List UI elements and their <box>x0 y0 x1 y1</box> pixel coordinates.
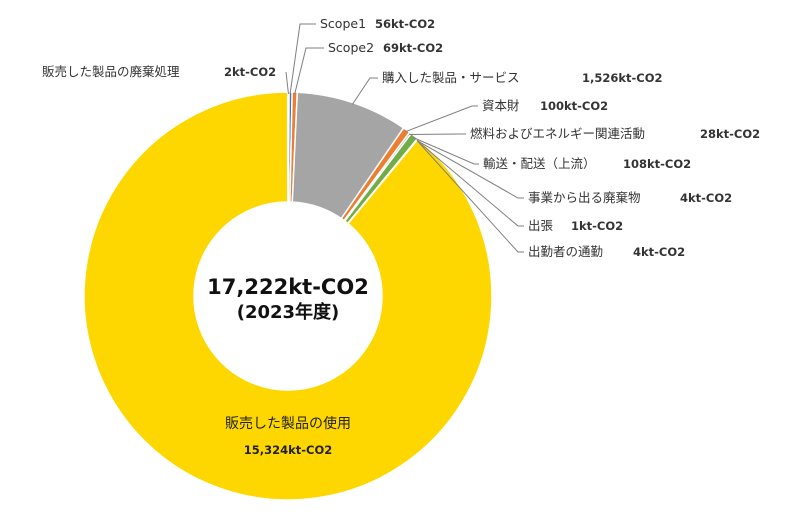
slice-value-9: 15,324kt-CO2 <box>244 443 333 457</box>
slice-value-2: 1,526kt-CO2 <box>582 71 663 85</box>
chart-total: 17,222kt-CO2 <box>207 275 369 299</box>
leader-line-3 <box>405 105 478 133</box>
leader-line-8 <box>416 140 524 253</box>
leader-line-7 <box>416 140 524 227</box>
slice-label-9: 販売した製品の使用 <box>225 415 351 432</box>
slice-label-0: Scope1 <box>320 16 366 31</box>
slice-value-3: 100kt-CO2 <box>540 99 608 113</box>
slice-value-4: 28kt-CO2 <box>700 127 760 141</box>
donut-slice-10 <box>287 91 290 203</box>
slice-label-4: 燃料およびエネルギー関連活動 <box>470 126 645 141</box>
slice-value-6: 4kt-CO2 <box>680 191 732 205</box>
leader-line-2 <box>351 77 378 105</box>
donut-slice-9 <box>83 91 493 501</box>
chart-year: (2023年度) <box>237 301 340 323</box>
slice-label-5: 輸送・配送（上流） <box>483 156 596 171</box>
slice-label-1: Scope2 <box>328 40 374 55</box>
slice-value-5: 108kt-CO2 <box>623 157 691 171</box>
slice-value-7: 1kt-CO2 <box>571 219 623 233</box>
slice-value-8: 4kt-CO2 <box>633 245 685 259</box>
slice-value-0: 56kt-CO2 <box>375 17 435 31</box>
slice-label-10: 販売した製品の廃棄処理 <box>42 64 180 79</box>
slice-value-10: 2kt-CO2 <box>224 65 276 79</box>
leader-line-10 <box>285 71 289 95</box>
leader-line-5 <box>413 137 479 165</box>
slice-label-6: 事業から出る廃棄物 <box>528 190 641 205</box>
slice-label-7: 出張 <box>528 218 554 233</box>
leader-line-0 <box>289 23 316 95</box>
slice-value-1: 69kt-CO2 <box>383 41 443 55</box>
slice-label-2: 購入した製品・サービス <box>382 70 520 85</box>
slice-label-8: 出勤者の通勤 <box>528 244 603 259</box>
slice-label-3: 資本財 <box>482 98 520 113</box>
leader-line-1 <box>294 47 324 95</box>
leader-line-6 <box>416 139 524 199</box>
